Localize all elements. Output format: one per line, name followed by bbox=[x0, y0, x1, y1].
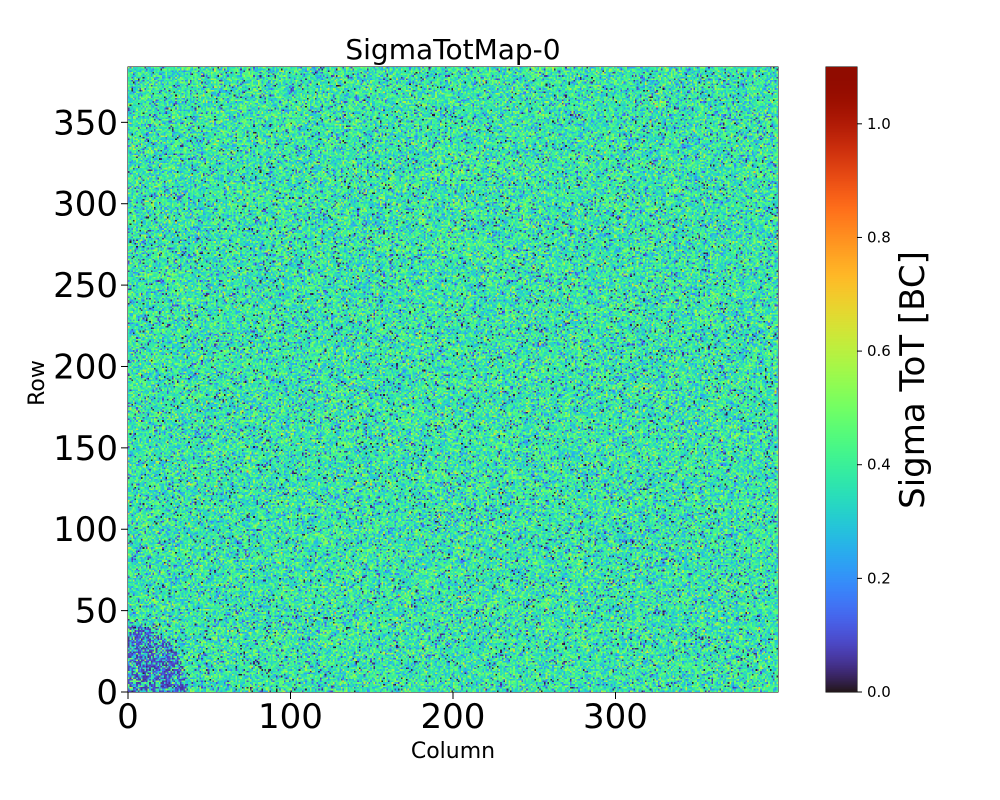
y-tick-label: 50 bbox=[75, 592, 118, 632]
y-tick-label: 100 bbox=[53, 510, 118, 550]
y-axis-label: Row bbox=[25, 360, 50, 406]
x-tick-label: 200 bbox=[421, 697, 486, 737]
colorbar-tick-label: 1.0 bbox=[867, 115, 891, 133]
y-tick-label: 250 bbox=[53, 266, 118, 306]
colorbar-tick-label: 0.0 bbox=[867, 683, 891, 701]
heatmap-image bbox=[128, 67, 778, 692]
colorbar-gradient bbox=[826, 67, 857, 692]
colorbar-tick-label: 0.8 bbox=[867, 228, 891, 246]
y-tick-label: 0 bbox=[96, 673, 118, 713]
colorbar-label: Sigma ToT [BC] bbox=[893, 251, 933, 509]
y-tick-label: 150 bbox=[53, 429, 118, 469]
y-axis: 0 50 100 150 200 250 300 350 bbox=[53, 103, 128, 713]
x-tick-label: 0 bbox=[117, 697, 139, 737]
colorbar-tick-label: 0.6 bbox=[867, 342, 891, 360]
y-tick-label: 200 bbox=[53, 347, 118, 387]
colorbar-tick-label: 0.4 bbox=[867, 456, 891, 474]
colorbar-axis: 0.0 0.2 0.4 0.6 0.8 1.0 bbox=[857, 115, 891, 701]
colorbar-tick-label: 0.2 bbox=[867, 569, 891, 587]
chart-title: SigmaTotMap-0 bbox=[345, 33, 560, 66]
y-tick-label: 300 bbox=[53, 185, 118, 225]
x-tick-label: 100 bbox=[258, 697, 323, 737]
y-tick-label: 350 bbox=[53, 103, 118, 143]
x-tick-label: 300 bbox=[583, 697, 648, 737]
x-axis-label: Column bbox=[411, 739, 495, 764]
x-axis: 0 100 200 300 bbox=[117, 692, 648, 737]
